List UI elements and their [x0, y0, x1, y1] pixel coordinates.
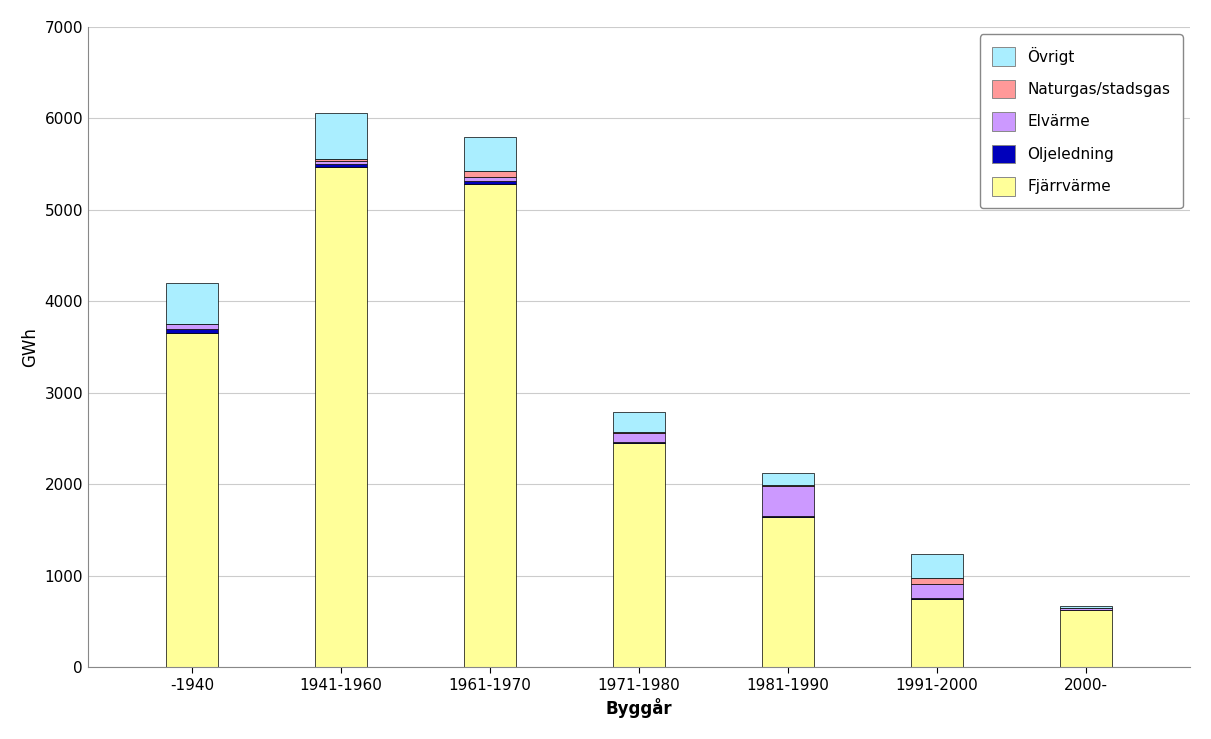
Bar	[315, 167, 367, 667]
Bar	[1060, 610, 1112, 667]
Bar	[315, 161, 367, 164]
Y-axis label: GWh: GWh	[21, 327, 39, 367]
Bar	[166, 324, 218, 329]
Bar	[166, 329, 218, 333]
Bar	[613, 412, 665, 432]
Bar	[613, 432, 665, 433]
Bar	[911, 554, 963, 579]
Bar	[166, 333, 218, 667]
Bar	[613, 433, 665, 442]
Bar	[911, 579, 963, 584]
Bar	[315, 164, 367, 167]
Bar	[464, 137, 516, 171]
Bar	[315, 113, 367, 159]
Bar	[762, 473, 814, 486]
Bar	[1060, 606, 1112, 607]
Bar	[613, 443, 665, 667]
Bar	[911, 584, 963, 598]
Bar	[464, 177, 516, 180]
Bar	[464, 171, 516, 177]
Bar	[911, 599, 963, 667]
Bar	[166, 283, 218, 324]
Bar	[315, 159, 367, 161]
Legend: Övrigt, Naturgas/stadsgas, Elvärme, Oljeledning, Fjärrvärme: Övrigt, Naturgas/stadsgas, Elvärme, Olje…	[980, 35, 1182, 208]
X-axis label: Byggår: Byggår	[606, 698, 672, 718]
Bar	[911, 598, 963, 599]
Bar	[464, 180, 516, 184]
Bar	[613, 442, 665, 443]
Bar	[464, 184, 516, 667]
Bar	[762, 517, 814, 667]
Bar	[762, 486, 814, 517]
Bar	[1060, 607, 1112, 610]
